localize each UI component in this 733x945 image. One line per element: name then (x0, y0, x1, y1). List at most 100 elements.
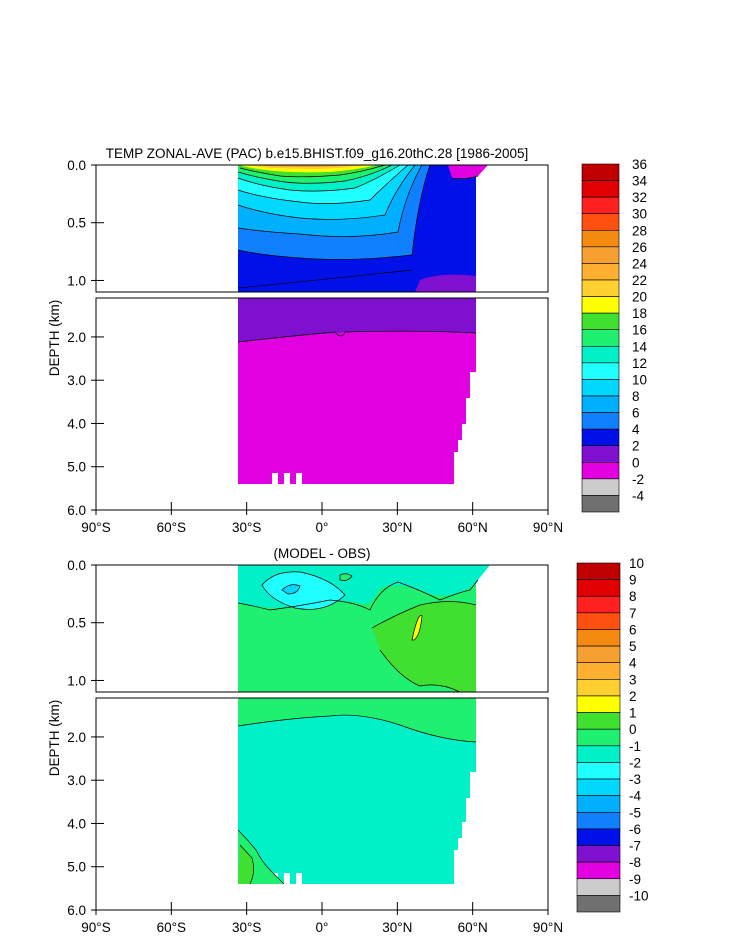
plot2-lower-fill (238, 698, 476, 884)
colorbar-swatch (581, 478, 620, 496)
colorbar-label: 2 (629, 689, 637, 704)
x-tick-label: 0° (316, 520, 329, 535)
colorbar-swatch (581, 163, 620, 181)
colorbar-swatch (581, 345, 620, 364)
colorbar-swatch (581, 428, 620, 447)
colorbar-label: 26 (632, 240, 647, 255)
colorbar-label: 6 (629, 622, 637, 637)
colorbar-swatch (581, 461, 620, 480)
colorbar-label: 34 (632, 174, 648, 189)
colorbar-label: 30 (632, 207, 647, 222)
colorbar-label: 8 (629, 589, 637, 604)
colorbar-label: 20 (632, 290, 647, 305)
colorbar-swatch (576, 861, 621, 880)
colorbar-swatch (581, 379, 620, 397)
colorbar-label: -10 (629, 888, 649, 903)
colorbar-swatch (581, 495, 620, 513)
plot1-title: TEMP ZONAL-AVE (PAC) b.e15.BHIST.f09_g16… (106, 146, 528, 161)
colorbar-swatch (576, 562, 621, 580)
x-tick-label: 60°S (157, 920, 186, 935)
colorbar-label: 4 (632, 422, 640, 437)
y-tick-label: 0.0 (67, 158, 86, 173)
plot2-ylabel: DEPTH (km) (47, 700, 62, 777)
colorbar-label: 14 (632, 339, 648, 354)
colorbar-label: 0 (632, 455, 640, 470)
x-tick-label: 60°N (458, 920, 488, 935)
y-tick-label: 1.0 (67, 273, 86, 288)
colorbar-swatch (576, 595, 621, 614)
y-tick-label: 3.0 (67, 773, 86, 788)
x-tick-label: 90°N (533, 520, 563, 535)
colorbar-swatch (576, 662, 621, 680)
plot1-upper-contours (237, 164, 479, 289)
colorbar-swatch (576, 645, 621, 664)
y-tick-label: 5.0 (67, 860, 86, 875)
colorbar-label: 16 (632, 323, 647, 338)
plot1-axes: 90°S 60°S 30°S 0° 30°N 60°N 90°N 0.0 0.5 1.0 2.0 3.… (67, 158, 563, 535)
colorbar-label: 8 (632, 389, 640, 404)
y-tick-label: 4.0 (67, 416, 86, 431)
colorbar-swatch (581, 229, 620, 248)
colorbar-swatch (581, 395, 620, 413)
colorbar-label: 36 (632, 157, 647, 172)
colorbar-label: 32 (632, 190, 647, 205)
colorbar-swatch (581, 246, 620, 264)
x-tick-label: 60°S (157, 520, 186, 535)
colorbar-label: 3 (629, 672, 637, 687)
colorbar-label: -3 (629, 772, 641, 787)
colorbar-swatch (576, 845, 621, 863)
y-tick-label: 4.0 (67, 816, 86, 831)
colorbar-swatch (576, 728, 621, 747)
x-tick-label: 90°N (533, 920, 563, 935)
colorbar-label: 5 (629, 639, 637, 654)
x-tick-label: 30°S (232, 920, 261, 935)
colorbar-label: 4 (629, 656, 637, 671)
y-tick-label: 2.0 (67, 730, 86, 745)
colorbar-label: 0 (629, 722, 637, 737)
plot2-upper-frame (95, 564, 549, 693)
colorbar-label: -9 (629, 872, 641, 887)
colorbar-label: 18 (632, 306, 647, 321)
plot1-lower-fill (238, 298, 476, 484)
colorbar-swatch (576, 629, 621, 647)
plot2-upper-contours (237, 571, 479, 693)
colorbar-label: 10 (632, 372, 647, 387)
colorbar-label: 24 (632, 256, 648, 271)
colorbar-swatch (581, 279, 620, 297)
plot1-upper-fill (238, 165, 488, 292)
plot2-axes: 90°S 60°S 30°S 0° 30°N 60°N 90°N 0.0 0.5 1.0 2.0 3.… (67, 558, 563, 935)
colorbar-label: -6 (629, 822, 641, 837)
colorbar-label: 12 (632, 356, 647, 371)
colorbar-swatch (576, 778, 621, 796)
colorbar-swatch (581, 196, 620, 215)
colorbar-swatch (581, 445, 620, 463)
colorbar-swatch (581, 296, 620, 314)
y-tick-label: 0.5 (67, 616, 86, 631)
colorbar-label: -2 (629, 755, 641, 770)
colorbar-label: 7 (629, 606, 637, 621)
colorbar-swatch (581, 329, 620, 347)
colorbar-label: 2 (632, 439, 640, 454)
plot-difference: (MODEL - OBS) (47, 546, 649, 935)
colorbar-swatch (576, 579, 621, 597)
colorbar-swatch (576, 895, 621, 913)
plot2-title: (MODEL - OBS) (273, 546, 370, 561)
plot-temperature: TEMP ZONAL-AVE (PAC) b.e15.BHIST.f09_g16… (47, 146, 648, 535)
colorbar-label: -2 (632, 472, 644, 487)
plot1-lower-contours (237, 330, 477, 343)
y-tick-label: 6.0 (67, 903, 86, 918)
y-tick-label: 6.0 (67, 503, 86, 518)
colorbar-label: -8 (629, 855, 641, 870)
x-tick-label: 30°N (382, 920, 412, 935)
plot1-ylabel: DEPTH (km) (47, 300, 62, 377)
y-tick-label: 2.0 (67, 330, 86, 345)
colorbar-label: -4 (632, 488, 644, 503)
colorbar-swatch (581, 312, 620, 331)
colorbar-label: -1 (629, 739, 641, 754)
x-tick-label: 30°N (382, 520, 412, 535)
colorbar-swatch (581, 263, 620, 281)
colorbar-label: 9 (629, 573, 637, 588)
y-tick-label: 5.0 (67, 460, 86, 475)
colorbar-label: 6 (632, 406, 640, 421)
